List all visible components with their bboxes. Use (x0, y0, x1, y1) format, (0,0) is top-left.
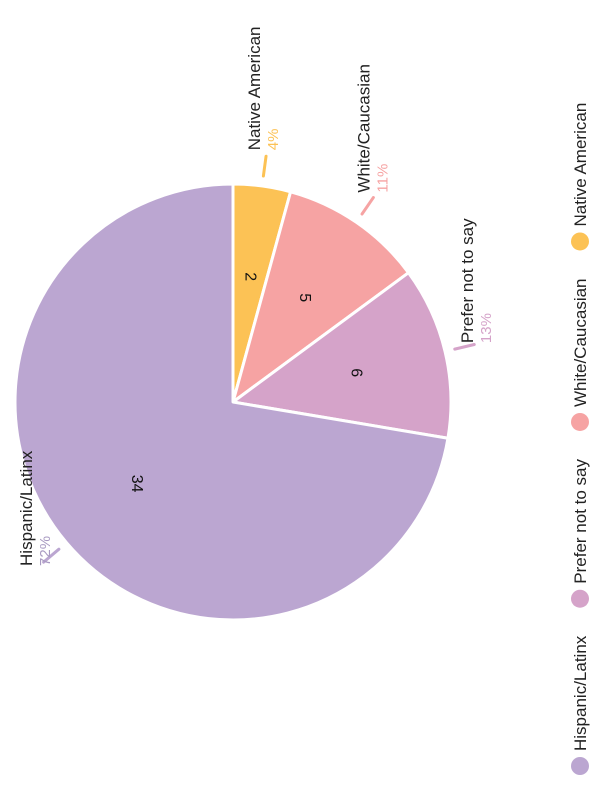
category-label-native-american: Native American (245, 26, 264, 150)
legend-item-hispanic-latinx: Hispanic/Latinx (571, 635, 590, 775)
callout-line-white-caucasian (360, 196, 375, 216)
legend-swatch-native-american (571, 232, 589, 251)
legend-swatch-white-caucasian (571, 412, 589, 431)
legend-label-native-american: Native American (571, 103, 590, 227)
legend-label-white-caucasian: White/Caucasian (571, 278, 590, 407)
percent-label-native-american: 4% (265, 129, 282, 151)
category-label-hispanic-latinx: Hispanic/Latinx (17, 450, 36, 566)
value-label-hispanic-latinx: 34 (128, 475, 145, 493)
callout-hispanic-latinx: Hispanic/Latinx 72% (17, 450, 54, 566)
legend-swatch-prefer-not-to-say (571, 589, 589, 608)
pie-slices (13, 182, 453, 622)
category-label-prefer-not-to-say: Prefer not to say (458, 218, 477, 343)
callout-prefer-not-to-say: Prefer not to say 13% (458, 218, 495, 343)
slice-white-caucasian[interactable] (231, 190, 411, 404)
slice-hispanic-latinx[interactable] (13, 182, 450, 622)
legend-item-native-american: Native American (571, 103, 590, 251)
slice-prefer-not-to-say[interactable] (231, 271, 453, 440)
callout-line-hispanic-latinx (42, 547, 61, 564)
percent-label-white-caucasian: 11% (375, 164, 392, 193)
callout-line-prefer-not-to-say (453, 343, 476, 351)
callout-line-native-american (261, 154, 268, 178)
percent-label-prefer-not-to-say: 13% (478, 313, 495, 343)
percent-label-hispanic-latinx: 72% (37, 536, 54, 566)
legend-item-prefer-not-to-say: Prefer not to say (571, 458, 590, 608)
value-label-native-american: 2 (241, 272, 258, 281)
slice-callouts: Native American 4% White/Caucasian 11% Prefe… (17, 26, 495, 566)
value-label-prefer-not-to-say: 6 (347, 368, 364, 377)
callout-white-caucasian: White/Caucasian 11% (355, 64, 392, 193)
legend-label-prefer-not-to-say: Prefer not to say (571, 458, 590, 583)
legend: Hispanic/Latinx Prefer not to say White/Ca… (571, 103, 590, 775)
value-label-white-caucasian: 5 (296, 293, 313, 302)
legend-label-hispanic-latinx: Hispanic/Latinx (571, 635, 590, 751)
callout-native-american: Native American 4% (245, 26, 282, 150)
category-label-white-caucasian: White/Caucasian (355, 64, 374, 193)
slice-value-labels: 2 5 6 34 (128, 272, 365, 492)
legend-item-white-caucasian: White/Caucasian (571, 278, 590, 431)
legend-swatch-hispanic-latinx (571, 757, 589, 775)
